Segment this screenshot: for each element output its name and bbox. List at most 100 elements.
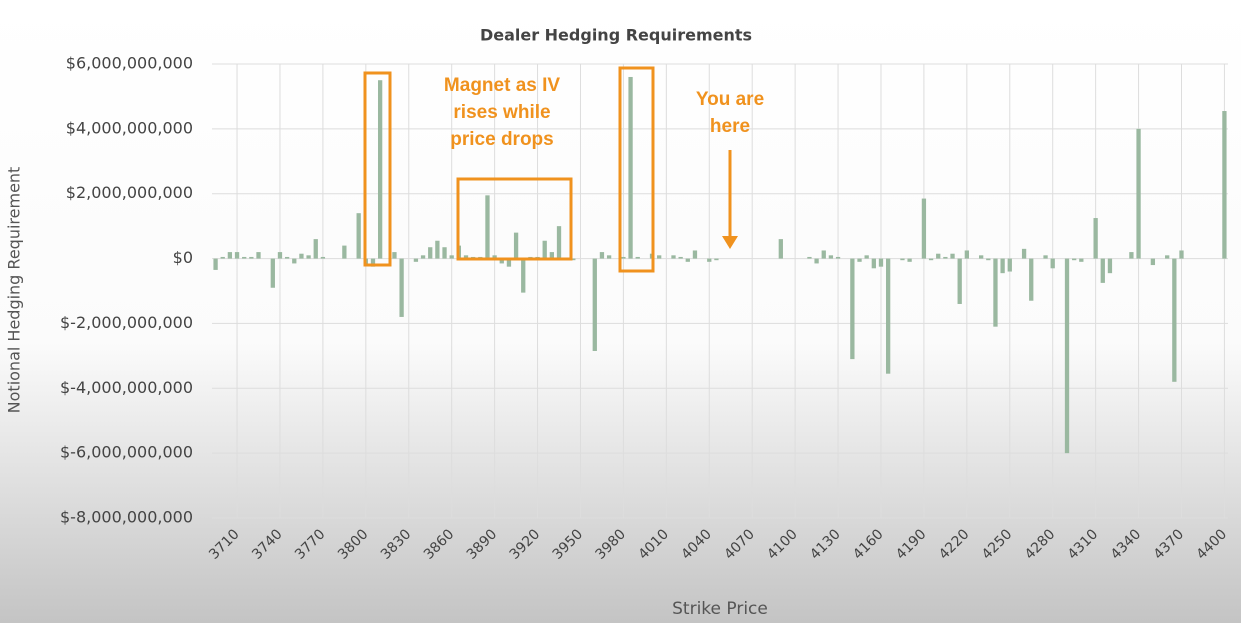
bar: [1172, 258, 1177, 382]
bar: [628, 76, 633, 259]
bar: [807, 256, 812, 259]
arrow-head: [722, 236, 738, 249]
y-tick-label: $2,000,000,000: [66, 183, 193, 202]
bar: [1100, 258, 1105, 283]
highlight-box: [456, 177, 573, 261]
bar: [284, 256, 290, 259]
bar: [442, 247, 447, 259]
y-tick-label: $-2,000,000,000: [60, 313, 193, 332]
bar: [943, 256, 948, 259]
y-axis-label: Notional Hedging Requirement: [5, 167, 24, 414]
bar: [885, 258, 891, 374]
highlight-box: [363, 71, 392, 267]
bar: [521, 258, 526, 293]
bar: [1222, 111, 1227, 259]
bar: [864, 255, 869, 259]
annotations: Magnet as IV rises while price drops You ar…: [444, 75, 764, 150]
bar: [907, 258, 912, 262]
bar: [835, 256, 841, 259]
annotation-text: You are: [696, 89, 764, 110]
bar: [1129, 252, 1134, 259]
bars: [213, 76, 1227, 454]
bar: [921, 198, 927, 259]
bar: [220, 256, 225, 259]
y-tick-label: $-6,000,000,000: [60, 443, 193, 462]
bar: [399, 258, 404, 317]
bar: [621, 256, 626, 259]
bar: [306, 255, 311, 259]
y-tick-label: $-8,000,000,000: [60, 508, 193, 527]
bar: [356, 213, 361, 259]
bar: [707, 258, 712, 262]
bar: [878, 258, 884, 267]
bar: [227, 252, 233, 259]
bar: [1007, 258, 1012, 272]
bar: [313, 239, 318, 259]
bar: [270, 258, 275, 288]
bar: [492, 255, 497, 259]
bar: [320, 256, 326, 259]
bar: [592, 258, 597, 351]
bar: [370, 258, 376, 267]
bar: [685, 258, 690, 262]
bar: [499, 258, 504, 264]
bar: [606, 255, 612, 259]
bar: [850, 258, 855, 360]
highlight-box: [618, 66, 655, 273]
bar: [513, 232, 519, 259]
bar: [928, 258, 934, 261]
y-tick-label: $-4,000,000,000: [60, 378, 193, 397]
bar: [377, 80, 383, 259]
bar: [979, 255, 984, 259]
bar: [871, 258, 876, 269]
bar: [986, 258, 991, 261]
bar: [1136, 128, 1141, 259]
bar: [413, 258, 419, 262]
bar: [485, 195, 490, 259]
bar: [692, 250, 698, 259]
annotation-text: price drops: [450, 129, 553, 150]
bar: [635, 256, 640, 259]
bar: [1179, 250, 1184, 259]
bar: [1029, 258, 1034, 301]
bar: [1064, 258, 1070, 454]
bar: [1043, 255, 1048, 259]
bar: [678, 256, 683, 259]
chart-title: Dealer Hedging Requirements: [480, 26, 752, 45]
bar: [671, 255, 676, 259]
bar: [936, 253, 941, 259]
bar: [277, 252, 283, 259]
bar: [821, 250, 826, 259]
bar: [420, 255, 426, 259]
bar: [1000, 258, 1005, 274]
bar: [571, 258, 576, 261]
x-axis-label: Strike Price: [672, 599, 768, 619]
bar: [213, 258, 218, 270]
bar: [435, 240, 440, 259]
bar: [814, 258, 819, 264]
bar: [1079, 258, 1084, 262]
bar: [542, 240, 547, 259]
bar: [392, 252, 397, 259]
bar: [1165, 255, 1170, 259]
y-tick-label: $0: [173, 248, 193, 267]
bar: [993, 258, 998, 327]
bar: [964, 250, 969, 259]
bar: [342, 245, 347, 259]
bar: [506, 258, 512, 267]
bar: [857, 258, 862, 262]
bar: [1150, 258, 1156, 266]
bar: [242, 256, 247, 259]
bar: [463, 255, 469, 259]
bar: [234, 252, 240, 259]
bar: [292, 258, 297, 264]
bar: [714, 258, 719, 261]
bar: [599, 252, 605, 259]
bar: [249, 256, 254, 259]
bar: [657, 255, 662, 259]
bar: [256, 252, 261, 259]
annotation-text: rises while: [453, 102, 550, 123]
bar: [449, 255, 454, 259]
annotation-text: Magnet as IV: [444, 75, 560, 96]
bar: [778, 239, 783, 259]
